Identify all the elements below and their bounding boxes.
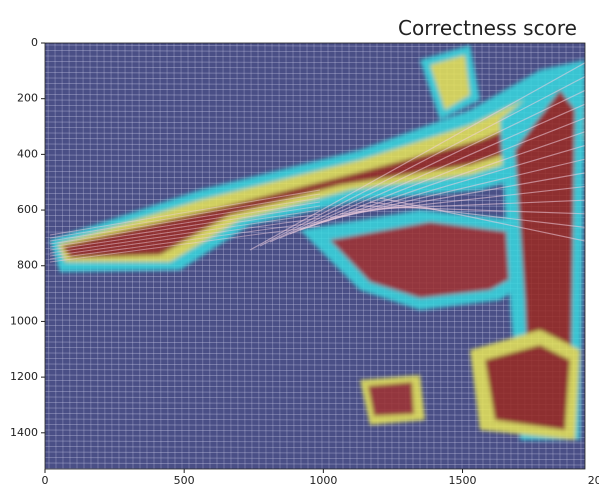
y-tick-label: 800 — [17, 259, 38, 272]
y-tick-label: 400 — [17, 147, 38, 160]
photo-streak — [289, 117, 585, 235]
photo-line — [45, 457, 585, 460]
photo-line — [45, 308, 585, 312]
photo-streak — [339, 185, 585, 215]
photo-line — [45, 303, 585, 306]
photo-line — [222, 43, 225, 469]
x-tick-label: 0 — [42, 474, 49, 487]
x-tick-label: 2000 — [588, 474, 599, 487]
photo-streak — [49, 213, 321, 254]
photo-line — [45, 50, 585, 53]
photo-line — [45, 440, 585, 444]
heatmap-overlay — [50, 45, 585, 440]
photo-streak — [269, 89, 585, 243]
photo-line — [47, 43, 50, 469]
photo-line — [45, 325, 585, 328]
photo-streak — [259, 75, 585, 247]
photo-streak — [49, 221, 321, 260]
photo-line — [45, 330, 585, 334]
y-tick-label: 1000 — [10, 314, 38, 327]
photo-streak — [349, 199, 585, 211]
photo-line — [45, 83, 585, 86]
photo-line — [45, 451, 585, 455]
y-tick-label: 600 — [17, 203, 38, 216]
y-tick-label: 1400 — [10, 426, 38, 439]
photo-line — [250, 43, 253, 469]
photo-line — [45, 77, 585, 81]
y-tick-label: 0 — [31, 36, 38, 49]
photo-line — [313, 43, 316, 469]
photo-streak — [369, 201, 585, 229]
y-tick-label: 200 — [17, 92, 38, 105]
photo-line — [292, 43, 295, 469]
photo-streak — [249, 62, 585, 251]
photo-line — [45, 446, 585, 449]
photo-line — [45, 462, 585, 466]
y-tick-label: 1200 — [10, 370, 38, 383]
photo-line — [271, 43, 274, 469]
photo-streaks — [49, 62, 585, 263]
photo-streak — [279, 103, 585, 239]
photo-line — [285, 43, 288, 469]
photo-line — [45, 88, 585, 92]
x-tick-label: 500 — [174, 474, 195, 487]
axes-frame — [44, 42, 586, 470]
photo-line — [243, 43, 246, 469]
photo-line — [45, 72, 585, 75]
photo-streak — [49, 209, 321, 251]
image — [45, 43, 585, 469]
photo-line — [264, 43, 267, 469]
photo-streak — [49, 189, 321, 236]
photo-line — [45, 319, 585, 323]
photo-line — [45, 55, 585, 59]
photo-line — [45, 336, 585, 339]
photo-line — [45, 66, 585, 70]
photo-line — [215, 43, 218, 469]
photo-line — [257, 43, 260, 469]
photo-line — [306, 43, 309, 469]
photo-line — [45, 44, 585, 48]
photo-line — [320, 43, 323, 469]
photo-streak — [359, 205, 585, 215]
photo-line — [45, 314, 585, 317]
x-tick-label: 1000 — [309, 474, 337, 487]
photo-line — [208, 43, 211, 469]
photo-streak — [49, 197, 321, 242]
x-tick-label: 1500 — [449, 474, 477, 487]
photo-streak — [49, 201, 321, 245]
photo-line — [236, 43, 239, 469]
photo-streak — [49, 193, 321, 239]
photo-streak — [49, 217, 321, 257]
chart-title: Correctness score — [398, 16, 577, 40]
photo-line — [278, 43, 281, 469]
photo-streak — [49, 225, 321, 263]
photo-streak — [379, 197, 585, 242]
photo-line — [45, 429, 585, 433]
photo-line — [229, 43, 232, 469]
photo-line — [201, 43, 204, 469]
photo-line — [45, 61, 585, 64]
photo-line — [45, 435, 585, 438]
photo-line — [299, 43, 302, 469]
photo-streak — [49, 205, 321, 248]
